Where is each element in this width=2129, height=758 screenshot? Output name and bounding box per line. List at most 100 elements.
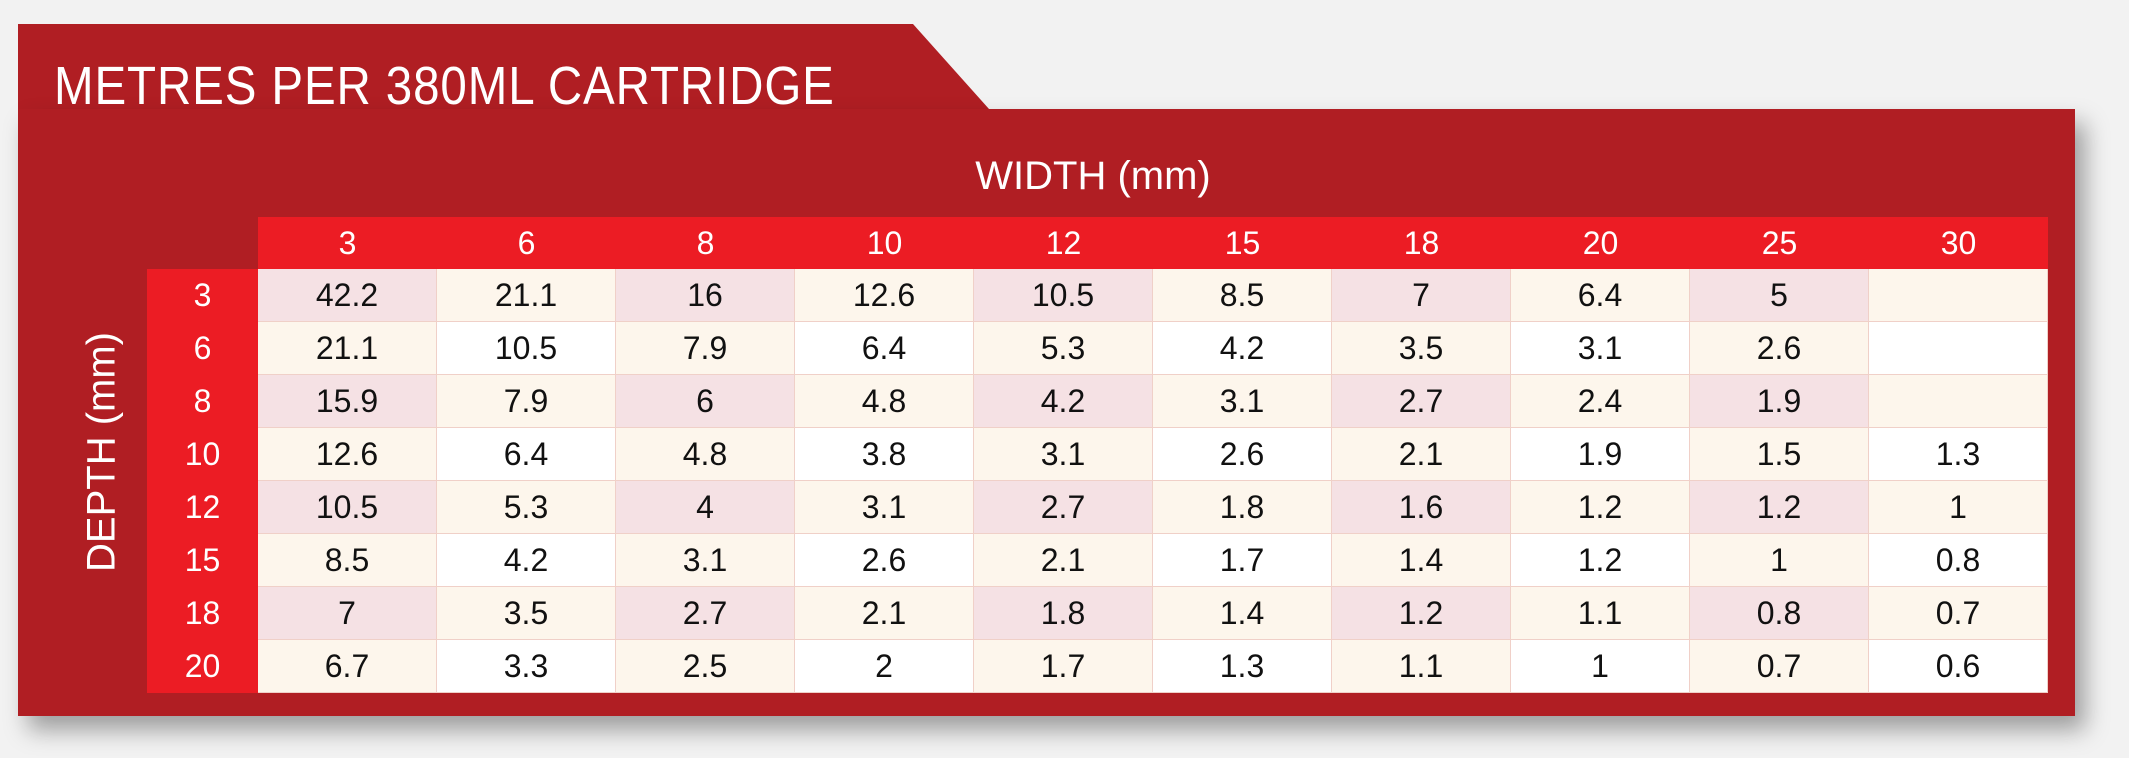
- table-cell: 15.9: [258, 375, 437, 428]
- table-cell: 10.5: [974, 269, 1153, 322]
- depth-header-cell: 20: [184, 648, 221, 684]
- table-cell: [1869, 375, 2048, 428]
- table-cell: 3.8: [795, 428, 974, 481]
- width-header-cell: 30: [1940, 225, 1977, 261]
- table-cell: 6: [616, 375, 795, 428]
- table-cell: 3.5: [437, 587, 616, 640]
- table-cell: 3.1: [1511, 322, 1690, 375]
- table-cell: 2.7: [974, 481, 1153, 534]
- table-cell: 0.7: [1690, 640, 1869, 693]
- table-cell: 1.9: [1690, 375, 1869, 428]
- table-cell: 3.1: [795, 481, 974, 534]
- table-cell: 3.1: [616, 534, 795, 587]
- table-cell: 4.2: [1153, 322, 1332, 375]
- table-cell: 3.3: [437, 640, 616, 693]
- table-cell: 1.3: [1869, 428, 2048, 481]
- table-cell: 0.6: [1869, 640, 2048, 693]
- table-cell: 2.1: [974, 534, 1153, 587]
- table-row: 7 3.5 2.7 2.1 1.8 1.4 1.2 1.1 0.8 0.7: [258, 587, 2048, 640]
- table-cell: 1.3: [1153, 640, 1332, 693]
- table-cell: 21.1: [437, 269, 616, 322]
- table-cell: 1: [1690, 534, 1869, 587]
- table-cell: 2.6: [1690, 322, 1869, 375]
- depth-header-cell: 12: [184, 489, 221, 525]
- table-cell: 1: [1869, 481, 2048, 534]
- width-header-cell: 3: [338, 225, 357, 261]
- coverage-table: 42.2 21.1 16 12.6 10.5 8.5 7 6.4 5 21.1 10.5 7.9 6.4…: [258, 269, 2048, 693]
- depth-header-cell: 15: [184, 542, 221, 578]
- table-cell: 4: [616, 481, 795, 534]
- width-header-row: 3 6 8 10 12 15 18 20 25 30: [258, 217, 2048, 269]
- table-cell: 2: [795, 640, 974, 693]
- table-cell: 1.2: [1511, 534, 1690, 587]
- table-cell: 1.1: [1332, 640, 1511, 693]
- width-axis-label: WIDTH (mm): [975, 154, 1211, 198]
- table-cell: 2.1: [795, 587, 974, 640]
- table-cell: 1.2: [1332, 587, 1511, 640]
- table-cell: 4.8: [616, 428, 795, 481]
- width-header-cell: 10: [866, 225, 903, 261]
- table-row: 15.9 7.9 6 4.8 4.2 3.1 2.7 2.4 1.9: [258, 375, 2048, 428]
- width-header-cell: 18: [1403, 225, 1440, 261]
- table-cell: 0.8: [1869, 534, 2048, 587]
- table-cell: 2.6: [795, 534, 974, 587]
- table-cell: 1.4: [1153, 587, 1332, 640]
- depth-header-cell: 10: [184, 436, 221, 472]
- depth-header-cell: 8: [193, 383, 212, 419]
- depth-header-cell: 18: [184, 595, 221, 631]
- table-cell: 3.1: [974, 428, 1153, 481]
- table-cell: 6.4: [437, 428, 616, 481]
- table-cell: 1.6: [1332, 481, 1511, 534]
- table-cell: 4.2: [437, 534, 616, 587]
- table-cell: 1.2: [1690, 481, 1869, 534]
- table-cell: 21.1: [258, 322, 437, 375]
- table-cell: 3.1: [1153, 375, 1332, 428]
- table-cell: 1.4: [1332, 534, 1511, 587]
- table-cell: 4.2: [974, 375, 1153, 428]
- depth-header-cell: 6: [193, 330, 212, 366]
- table-cell: 1.8: [1153, 481, 1332, 534]
- table-cell: [1869, 322, 2048, 375]
- table-cell: 2.7: [1332, 375, 1511, 428]
- table-cell: 5: [1690, 269, 1869, 322]
- width-header-cell: 15: [1224, 225, 1261, 261]
- width-header-cell: 8: [696, 225, 715, 261]
- table-cell: 7.9: [616, 322, 795, 375]
- depth-header-cell: 3: [193, 277, 212, 313]
- table-cell: 1.7: [1153, 534, 1332, 587]
- table-cell: 7: [1332, 269, 1511, 322]
- table-cell: 4.8: [795, 375, 974, 428]
- table-cell: 6.4: [1511, 269, 1690, 322]
- width-header-cell: 6: [517, 225, 536, 261]
- table-cell: 1: [1511, 640, 1690, 693]
- table-cell: 2.7: [616, 587, 795, 640]
- table-cell: 7.9: [437, 375, 616, 428]
- table-row: 8.5 4.2 3.1 2.6 2.1 1.7 1.4 1.2 1 0.8: [258, 534, 2048, 587]
- table-row: 21.1 10.5 7.9 6.4 5.3 4.2 3.5 3.1 2.6: [258, 322, 2048, 375]
- table-cell: 6.7: [258, 640, 437, 693]
- table-row: 12.6 6.4 4.8 3.8 3.1 2.6 2.1 1.9 1.5 1.3: [258, 428, 2048, 481]
- table-cell: 1.7: [974, 640, 1153, 693]
- table-cell: 0.7: [1869, 587, 2048, 640]
- table-cell: 2.4: [1511, 375, 1690, 428]
- depth-axis-label: DEPTH (mm): [79, 332, 124, 572]
- table-cell: 8.5: [258, 534, 437, 587]
- table-cell: 12.6: [795, 269, 974, 322]
- table-cell: 1.2: [1511, 481, 1690, 534]
- table-cell: 10.5: [437, 322, 616, 375]
- table-cell: 1.5: [1690, 428, 1869, 481]
- table-cell: 10.5: [258, 481, 437, 534]
- table-cell: 2.5: [616, 640, 795, 693]
- table-cell: 0.8: [1690, 587, 1869, 640]
- width-header-cell: 20: [1582, 225, 1619, 261]
- table-row: 42.2 21.1 16 12.6 10.5 8.5 7 6.4 5: [258, 269, 2048, 322]
- table-row: 10.5 5.3 4 3.1 2.7 1.8 1.6 1.2 1.2 1: [258, 481, 2048, 534]
- width-header-cell: 12: [1045, 225, 1082, 261]
- table-cell: 1.8: [974, 587, 1153, 640]
- table-cell: 1.9: [1511, 428, 1690, 481]
- table-cell: 42.2: [258, 269, 437, 322]
- table-cell: 5.3: [974, 322, 1153, 375]
- table-cell: 12.6: [258, 428, 437, 481]
- table-cell: 16: [616, 269, 795, 322]
- depth-header-column: 3 6 8 10 12 15 18 20: [147, 269, 258, 693]
